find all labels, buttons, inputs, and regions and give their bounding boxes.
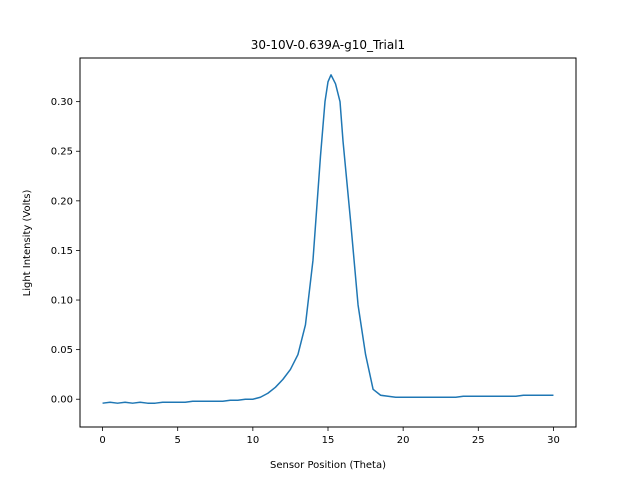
y-tick-label: 0.10: [51, 296, 73, 307]
x-tick-label: 0: [99, 435, 105, 446]
x-tick-label: 25: [472, 435, 485, 446]
x-tick-label: 10: [246, 435, 259, 446]
y-tick-label: 0.25: [51, 147, 73, 158]
x-tick-label: 20: [397, 435, 410, 446]
series-line: [102, 74, 554, 404]
y-tick-label: 0.00: [51, 395, 73, 406]
y-tick-label: 0.05: [51, 345, 73, 356]
axes-frame: [79, 57, 577, 428]
y-tick-label: 0.30: [51, 97, 73, 108]
x-axis-label: Sensor Position (Theta): [270, 460, 386, 471]
y-axis-label: Light Intensity (Volts): [22, 190, 33, 297]
x-tick-label: 15: [322, 435, 335, 446]
plot-area: [102, 74, 554, 404]
x-tick-label: 30: [547, 435, 560, 446]
chart-title: 30-10V-0.639A-g10_Trial1: [251, 38, 405, 52]
x-tick-label: 5: [175, 435, 181, 446]
y-tick-label: 0.20: [51, 196, 73, 207]
y-tick-label: 0.15: [51, 246, 73, 257]
y-axis: 0.00 0.05 0.10 0.15 0.20 0.25 0.30: [51, 97, 80, 406]
x-axis: 0 5 10 15 20 25 30: [99, 427, 560, 446]
